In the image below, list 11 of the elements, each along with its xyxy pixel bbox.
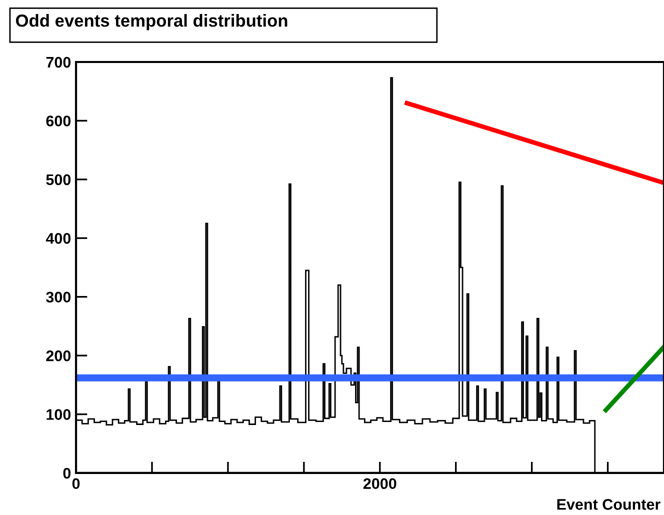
- x-axis-title: Event Counter: [557, 499, 660, 510]
- chart-title: Odd events temporal distribution: [16, 14, 288, 30]
- y-tick-label: 300: [46, 292, 71, 303]
- y-tick-label: 200: [46, 350, 71, 362]
- x-tick-label: 2000: [363, 478, 396, 490]
- y-tick-label: 400: [46, 233, 71, 244]
- y-tick-label: 500: [46, 174, 71, 186]
- y-tick-label: 600: [46, 116, 71, 126]
- y-tick-label: 700: [46, 56, 71, 68]
- y-tick-label: 100: [46, 409, 71, 420]
- y-tick-label: 0: [63, 468, 71, 479]
